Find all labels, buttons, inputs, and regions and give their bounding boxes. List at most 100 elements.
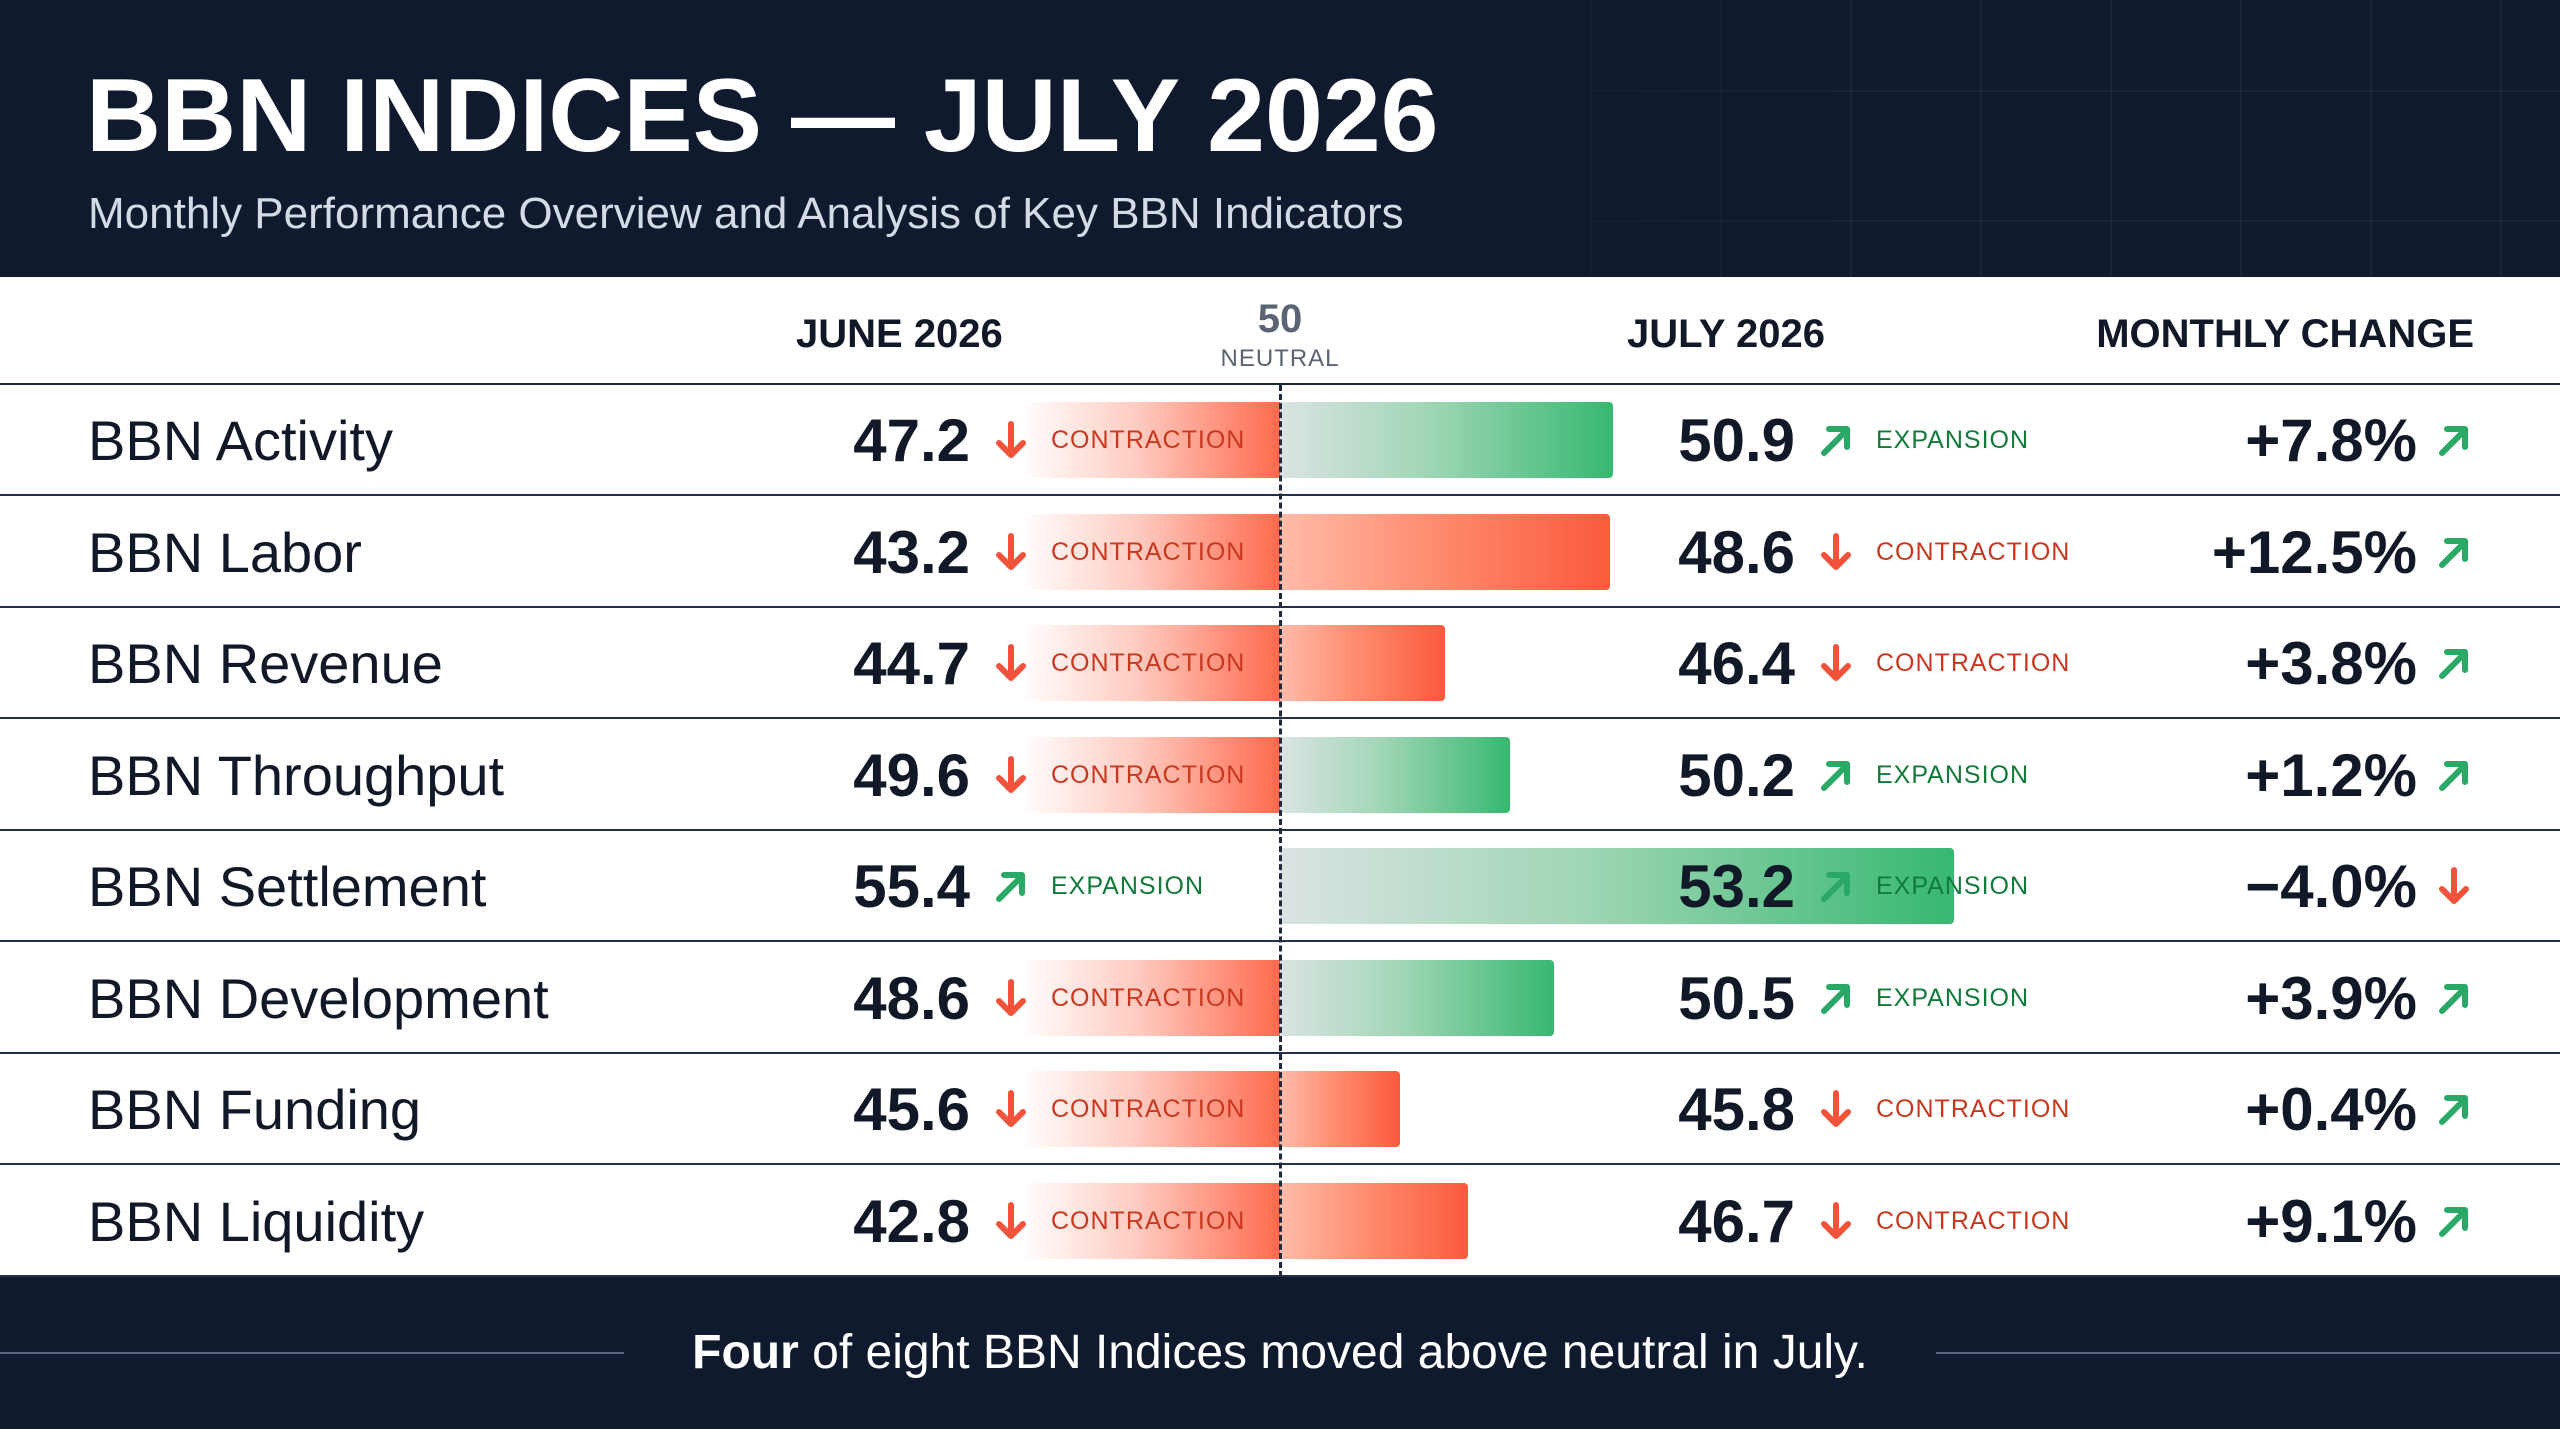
june-status-label: CONTRACTION <box>1051 1095 1246 1123</box>
monthly-change-value: +1.2% <box>2245 741 2417 809</box>
july-status-label: CONTRACTION <box>1876 1206 2071 1235</box>
arrow-down-icon <box>1812 608 1862 719</box>
july-status-label: EXPANSION <box>1876 983 2030 1012</box>
row-name: BBN Labor <box>88 520 362 584</box>
july-value-bar <box>1280 736 1510 813</box>
july-status-label: CONTRACTION <box>1876 649 2071 677</box>
row-name: BBN Throughput <box>88 743 505 807</box>
july-value-bar <box>1280 402 1613 478</box>
table-row: BBN Funding 45.6 CONTRACTION 45.8 CONTRACTIO… <box>0 1054 2560 1165</box>
july-status-label: EXPANSION <box>1876 760 2030 789</box>
june-value: 49.6 <box>853 741 970 809</box>
footer-rule-left <box>0 1352 624 1354</box>
june-value: 42.8 <box>853 1187 970 1255</box>
row-name: BBN Revenue <box>88 632 443 695</box>
table-row: BBN Liquidity 42.8 CONTRACTION 46.7 CONTRACT… <box>0 1166 2560 1277</box>
june-status-label: CONTRACTION <box>1051 426 1246 454</box>
monthly-change-value: +3.9% <box>2245 964 2417 1032</box>
row-name: BBN Liquidity <box>88 1189 425 1253</box>
july-value: 50.9 <box>1678 407 1795 474</box>
june-contraction-bar <box>1020 1182 1280 1259</box>
monthly-change-value: +12.5% <box>2211 518 2417 586</box>
table-top-rule <box>0 383 2560 385</box>
arrow-up-right-icon <box>1812 720 1862 831</box>
july-value: 45.8 <box>1678 1076 1795 1143</box>
table-row: BBN Labor 43.2 CONTRACTION 48.6 CONTRACTION +… <box>0 497 2560 608</box>
arrow-up-right-icon <box>2430 1054 2480 1165</box>
arrow-up-right-icon <box>2430 608 2480 719</box>
footer-summary: Four of eight BBN Indices moved above ne… <box>0 1277 2560 1429</box>
monthly-change-value: −4.0% <box>2245 853 2417 920</box>
june-contraction-bar <box>1020 402 1280 478</box>
monthly-change-value: +7.8% <box>2245 407 2417 474</box>
june-status-label: CONTRACTION <box>1051 760 1246 789</box>
arrow-up-right-icon <box>2430 385 2480 496</box>
july-value-bar <box>1280 625 1445 701</box>
june-status-label: CONTRACTION <box>1051 537 1246 566</box>
monthly-change-value: +9.1% <box>2245 1187 2417 1255</box>
arrow-up-right-icon <box>2430 1166 2480 1277</box>
arrow-up-right-icon <box>1812 831 1862 942</box>
table-row: BBN Settlement 55.4 EXPANSION 53.2 EXPANSION… <box>0 831 2560 942</box>
july-value-bar <box>1280 1071 1400 1147</box>
arrow-down-icon <box>987 608 1037 719</box>
arrow-up-right-icon <box>2430 943 2480 1054</box>
arrow-down-icon <box>1812 497 1862 608</box>
july-value-bar <box>1280 848 1954 924</box>
table-row: BBN Development 48.6 CONTRACTION 50.5 EXPANS… <box>0 943 2560 1054</box>
july-value: 53.2 <box>1678 853 1795 920</box>
column-header-june: JUNE 2026 <box>796 312 1003 356</box>
arrow-down-icon <box>1812 1054 1862 1165</box>
june-status-label: EXPANSION <box>1051 872 1205 900</box>
arrow-down-icon <box>987 385 1037 496</box>
header-fade <box>0 0 1900 277</box>
june-value: 48.6 <box>853 964 970 1032</box>
june-contraction-bar <box>1020 1071 1280 1147</box>
arrow-up-right-icon <box>1812 943 1862 1054</box>
july-value: 46.4 <box>1678 630 1795 697</box>
july-value-bar <box>1280 513 1610 590</box>
july-value: 50.5 <box>1678 964 1795 1032</box>
neutral-label: NEUTRAL <box>1220 345 1340 372</box>
page-subtitle: Monthly Performance Overview and Analysi… <box>88 189 1404 238</box>
neutral-value: 50 <box>1257 297 1303 341</box>
table-row: BBN Activity 47.2 CONTRACTION 50.9 EXPANSION… <box>0 385 2560 496</box>
arrow-up-right-icon <box>2430 720 2480 831</box>
arrow-down-icon <box>987 1166 1037 1277</box>
arrow-down-icon <box>987 720 1037 831</box>
july-value-bar <box>1280 1182 1468 1259</box>
row-name: BBN Development <box>88 966 549 1030</box>
july-status-label: EXPANSION <box>1876 872 2030 900</box>
june-contraction-bar <box>1020 959 1280 1036</box>
july-status-label: CONTRACTION <box>1876 1095 2071 1123</box>
june-contraction-bar <box>1020 736 1280 813</box>
arrow-up-right-icon <box>987 831 1037 942</box>
june-status-label: CONTRACTION <box>1051 1206 1246 1235</box>
arrow-down-icon <box>987 1054 1037 1165</box>
june-value: 55.4 <box>853 853 970 920</box>
arrow-down-icon <box>987 943 1037 1054</box>
column-header-july: JULY 2026 <box>1627 312 1825 356</box>
page-title: BBN INDICES — JULY 2026 <box>86 58 1439 174</box>
july-status-label: EXPANSION <box>1876 426 2030 454</box>
row-name: BBN Settlement <box>88 855 487 918</box>
july-status-label: CONTRACTION <box>1876 537 2071 566</box>
footer-bold: Four <box>692 1326 799 1379</box>
row-name: BBN Activity <box>88 409 393 472</box>
monthly-change-value: +3.8% <box>2245 630 2417 697</box>
june-value: 43.2 <box>853 518 970 586</box>
arrow-down-icon <box>1812 1166 1862 1277</box>
july-value-bar <box>1280 959 1554 1036</box>
monthly-change-value: +0.4% <box>2245 1076 2417 1143</box>
arrow-down-icon <box>987 497 1037 608</box>
row-name: BBN Funding <box>88 1078 422 1141</box>
footer-banner: Four of eight BBN Indices moved above ne… <box>0 1277 2560 1429</box>
june-status-label: CONTRACTION <box>1051 649 1246 677</box>
arrow-up-right-icon <box>1812 385 1862 496</box>
june-contraction-bar <box>1020 625 1280 701</box>
june-value: 45.6 <box>853 1076 970 1143</box>
footer-rule-right <box>1936 1352 2560 1354</box>
arrow-up-right-icon <box>2430 497 2480 608</box>
neutral-line <box>1279 385 1282 1277</box>
june-value: 44.7 <box>853 630 970 697</box>
